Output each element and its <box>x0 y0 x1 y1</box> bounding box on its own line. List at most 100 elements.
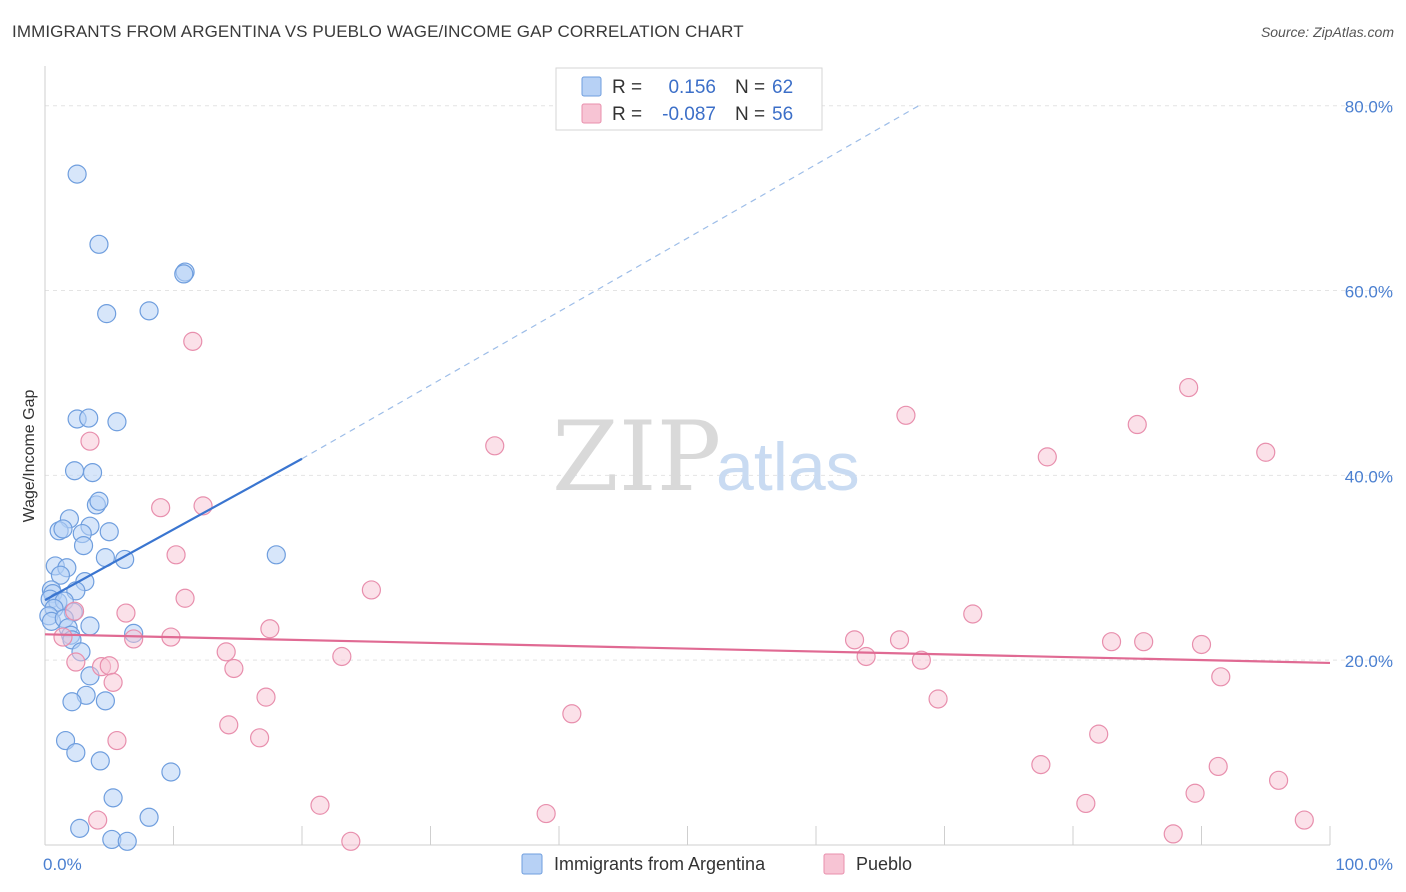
pueblo-point-29 <box>66 652 86 672</box>
watermark-zip: ZIP <box>552 401 721 513</box>
series-pueblo-points <box>53 331 1314 851</box>
legend-n-label-1: N = <box>735 77 765 98</box>
argentina-point-16 <box>53 519 73 539</box>
pueblo-point-49 <box>88 810 108 830</box>
pueblo-point-52 <box>341 831 361 851</box>
argentina-point-47 <box>95 691 115 711</box>
legend-r-value-1: 0.156 <box>668 77 716 98</box>
pueblo-point-38 <box>219 715 239 735</box>
legend-swatch-pueblo <box>581 103 602 124</box>
watermark: ZIP atlas <box>552 401 860 513</box>
argentina-point-54 <box>70 818 90 838</box>
pueblo-point-48 <box>536 803 556 824</box>
argentina-point-12 <box>89 491 109 511</box>
pueblo-point-32 <box>224 658 244 679</box>
x-tick-labels: 0.0% 100.0% <box>43 855 1393 874</box>
pueblo-point-2 <box>485 436 505 456</box>
pueblo-point-45 <box>1076 793 1096 814</box>
legend-r-label-1: R = <box>612 77 642 98</box>
bottom-legend-swatch-argentina <box>521 853 543 875</box>
pueblo-point-16 <box>260 619 280 639</box>
pueblo-point-21 <box>889 630 910 650</box>
argentina-point-56 <box>117 831 137 851</box>
pueblo-point-47 <box>310 795 330 815</box>
legend-n-value-2: 56 <box>772 104 793 125</box>
pueblo-point-22 <box>1101 632 1122 652</box>
pueblo-point-4 <box>1037 447 1057 467</box>
bottom-legend-swatch-pueblo <box>823 853 845 875</box>
pueblo-point-31 <box>99 656 119 676</box>
pueblo-point-40 <box>107 730 127 751</box>
y-tick-label-1: 40.0% <box>1345 467 1393 486</box>
pueblo-point-33 <box>1211 667 1231 687</box>
argentina-point-10 <box>82 462 103 483</box>
argentina-trend-line <box>44 457 303 602</box>
y-tick-labels: 20.0% 40.0% 60.0% 80.0% <box>1345 98 1393 671</box>
argentina-point-25 <box>50 565 71 585</box>
argentina-point-50 <box>90 751 110 771</box>
pueblo-point-17 <box>53 627 73 647</box>
argentina-point-9 <box>64 461 85 481</box>
argentina-point-4 <box>97 304 117 324</box>
pueblo-point-51 <box>1163 824 1183 844</box>
pueblo-point-10 <box>166 545 186 565</box>
chart-title: IMMIGRANTS FROM ARGENTINA VS PUEBLO WAGE… <box>12 22 744 41</box>
pueblo-point-0 <box>183 331 203 351</box>
legend-box: R = 0.156 N = 62 R = -0.087 N = 56 <box>555 67 823 131</box>
pueblo-point-27 <box>856 646 876 667</box>
pueblo-point-23 <box>1134 632 1154 652</box>
trend-lines <box>44 105 1331 665</box>
pueblo-point-14 <box>64 601 85 621</box>
pueblo-point-34 <box>103 672 123 692</box>
pueblo-point-1 <box>80 431 100 451</box>
argentina-point-52 <box>103 788 123 808</box>
pueblo-point-44 <box>1268 770 1289 790</box>
argentina-point-3 <box>174 264 194 284</box>
argentina-point-1 <box>89 234 109 254</box>
pueblo-point-28 <box>911 650 931 670</box>
y-tick-label-0: 20.0% <box>1345 652 1393 671</box>
pueblo-point-35 <box>256 687 276 707</box>
pueblo-point-15 <box>963 604 983 624</box>
legend-r-value-2: -0.087 <box>662 104 716 125</box>
pueblo-point-37 <box>562 704 582 724</box>
y-tick-label-2: 60.0% <box>1345 283 1393 302</box>
argentina-point-22 <box>266 545 286 565</box>
pueblo-point-18 <box>124 629 144 649</box>
argentina-point-7 <box>79 408 99 428</box>
pueblo-point-42 <box>1031 755 1051 775</box>
pueblo-point-26 <box>332 646 352 667</box>
pueblo-point-41 <box>1089 724 1109 744</box>
bottom-legend-label-argentina: Immigrants from Argentina <box>554 854 766 874</box>
pueblo-point-39 <box>249 728 270 748</box>
pueblo-point-36 <box>928 689 948 709</box>
argentina-point-46 <box>62 692 82 712</box>
pueblo-point-3 <box>896 405 916 425</box>
pueblo-point-25 <box>216 642 236 662</box>
y-tick-label-3: 80.0% <box>1345 98 1393 117</box>
pueblo-point-46 <box>1185 783 1205 803</box>
pueblo-point-6 <box>1179 377 1199 398</box>
series-argentina-points <box>39 164 286 851</box>
bottom-legend-label-pueblo: Pueblo <box>856 854 912 874</box>
bottom-legend: Immigrants from Argentina Pueblo <box>521 853 912 875</box>
legend-n-label-2: N = <box>735 104 765 125</box>
pueblo-point-13 <box>116 603 136 623</box>
argentina-point-8 <box>107 412 127 432</box>
y-axis-label: Wage/Income Gap <box>21 390 38 523</box>
pueblo-point-20 <box>844 630 865 650</box>
argentina-point-51 <box>161 762 181 782</box>
pueblo-point-50 <box>1294 810 1314 830</box>
pueblo-point-24 <box>1191 634 1212 655</box>
argentina-point-49 <box>66 742 86 763</box>
pueblo-point-12 <box>361 580 381 600</box>
source-label: Source: ZipAtlas.com <box>1260 24 1394 40</box>
axes <box>44 66 1331 846</box>
pueblo-point-8 <box>151 498 171 518</box>
pueblo-point-7 <box>1256 442 1276 462</box>
pueblo-trend-line <box>44 633 1331 665</box>
pueblo-point-5 <box>1127 414 1147 435</box>
argentina-point-18 <box>99 522 119 542</box>
argentina-point-39 <box>80 616 100 636</box>
